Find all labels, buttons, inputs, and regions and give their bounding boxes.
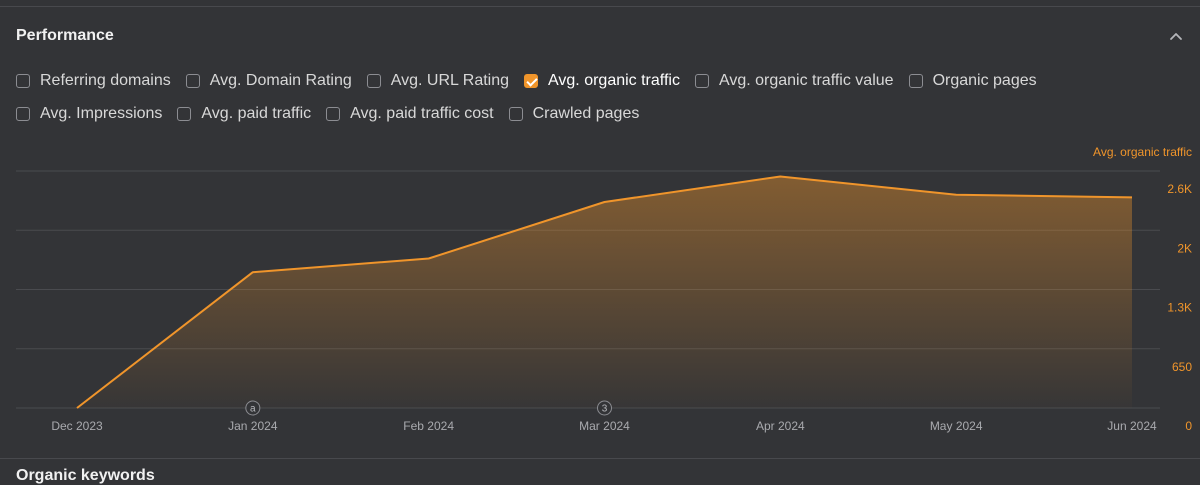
top-divider	[0, 6, 1200, 7]
metric-crawled-pages[interactable]: Crawled pages	[508, 104, 640, 124]
x-tick-label: Apr 2024	[756, 419, 805, 433]
checkbox[interactable]	[908, 74, 923, 88]
annotation-label: 3	[602, 404, 608, 415]
metric-label: Avg. Domain Rating	[209, 72, 352, 89]
metric-label: Avg. organic traffic value	[718, 72, 894, 89]
metric-label: Referring domains	[40, 72, 171, 89]
x-tick-label: Dec 2023	[51, 419, 103, 433]
y-axis-ticks: 0 650 1.3K 2K 2.6K	[1167, 182, 1192, 433]
y-tick-label: 2.6K	[1167, 182, 1192, 196]
x-tick-label: Jan 2024	[228, 419, 278, 433]
metric-row: Referring domains Avg. Domain Rating Avg…	[16, 70, 1186, 92]
metric-label: Organic pages	[932, 72, 1037, 89]
y-tick-label: 650	[1172, 360, 1192, 374]
y-tick-label: 2K	[1177, 241, 1192, 255]
metric-row: Avg. Impressions Avg. paid traffic Avg. …	[16, 103, 1186, 125]
metric-label: Avg. URL Rating	[390, 72, 510, 89]
metric-avg-impressions[interactable]: Avg. Impressions	[16, 104, 162, 124]
metric-avg-url-rating[interactable]: Avg. URL Rating	[366, 71, 510, 91]
metric-avg-organic-traffic[interactable]: Avg. organic traffic	[524, 71, 680, 91]
annotation-marker[interactable]: 3	[597, 400, 612, 416]
next-section-title: Organic keywords	[16, 467, 155, 484]
bottom-divider	[0, 458, 1200, 459]
x-tick-label: May 2024	[930, 419, 983, 433]
metric-selector: Referring domains Avg. Domain Rating Avg…	[16, 70, 1186, 136]
checkbox[interactable]	[16, 107, 30, 121]
checkbox[interactable]	[694, 74, 709, 88]
x-axis-ticks: Dec 2023 Jan 2024 Feb 2024 Mar 2024 Apr 2024…	[51, 419, 1157, 433]
annotation-label: a	[250, 404, 256, 415]
metric-avg-organic-traffic-value[interactable]: Avg. organic traffic value	[694, 71, 894, 91]
metric-avg-domain-rating[interactable]: Avg. Domain Rating	[185, 71, 352, 91]
metric-label: Avg. paid traffic cost	[350, 105, 494, 122]
metric-label: Avg. Impressions	[40, 105, 163, 122]
chevron-up-icon[interactable]	[1168, 28, 1184, 44]
x-tick-label: Mar 2024	[579, 419, 630, 433]
metric-label: Crawled pages	[532, 105, 640, 122]
y-axis-title: Avg. organic traffic	[1093, 145, 1192, 159]
checkbox[interactable]	[16, 74, 30, 88]
y-tick-label: 0	[1185, 419, 1192, 433]
annotation-marker[interactable]: a	[245, 400, 261, 416]
metric-label: Avg. paid traffic	[201, 105, 312, 122]
metric-organic-pages[interactable]: Organic pages	[908, 71, 1037, 91]
metric-avg-paid-traffic[interactable]: Avg. paid traffic	[177, 104, 311, 124]
metric-label: Avg. organic traffic	[548, 72, 680, 89]
metric-referring-domains[interactable]: Referring domains	[16, 71, 171, 91]
section-title: Performance	[16, 27, 114, 44]
series-line[interactable]	[76, 175, 1133, 409]
performance-header: Performance	[16, 26, 1184, 48]
checkbox-checked[interactable]	[524, 74, 539, 88]
y-tick-label: 1.3K	[1167, 301, 1192, 315]
checkbox[interactable]	[177, 107, 192, 121]
metric-avg-paid-traffic-cost[interactable]: Avg. paid traffic cost	[326, 104, 494, 124]
x-tick-label: Jun 2024	[1107, 419, 1157, 433]
series-area	[77, 176, 1132, 408]
checkbox[interactable]	[326, 107, 341, 121]
checkbox[interactable]	[508, 107, 523, 121]
x-tick-label: Feb 2024	[403, 419, 454, 433]
checkbox[interactable]	[185, 74, 200, 88]
checkbox[interactable]	[366, 74, 381, 88]
